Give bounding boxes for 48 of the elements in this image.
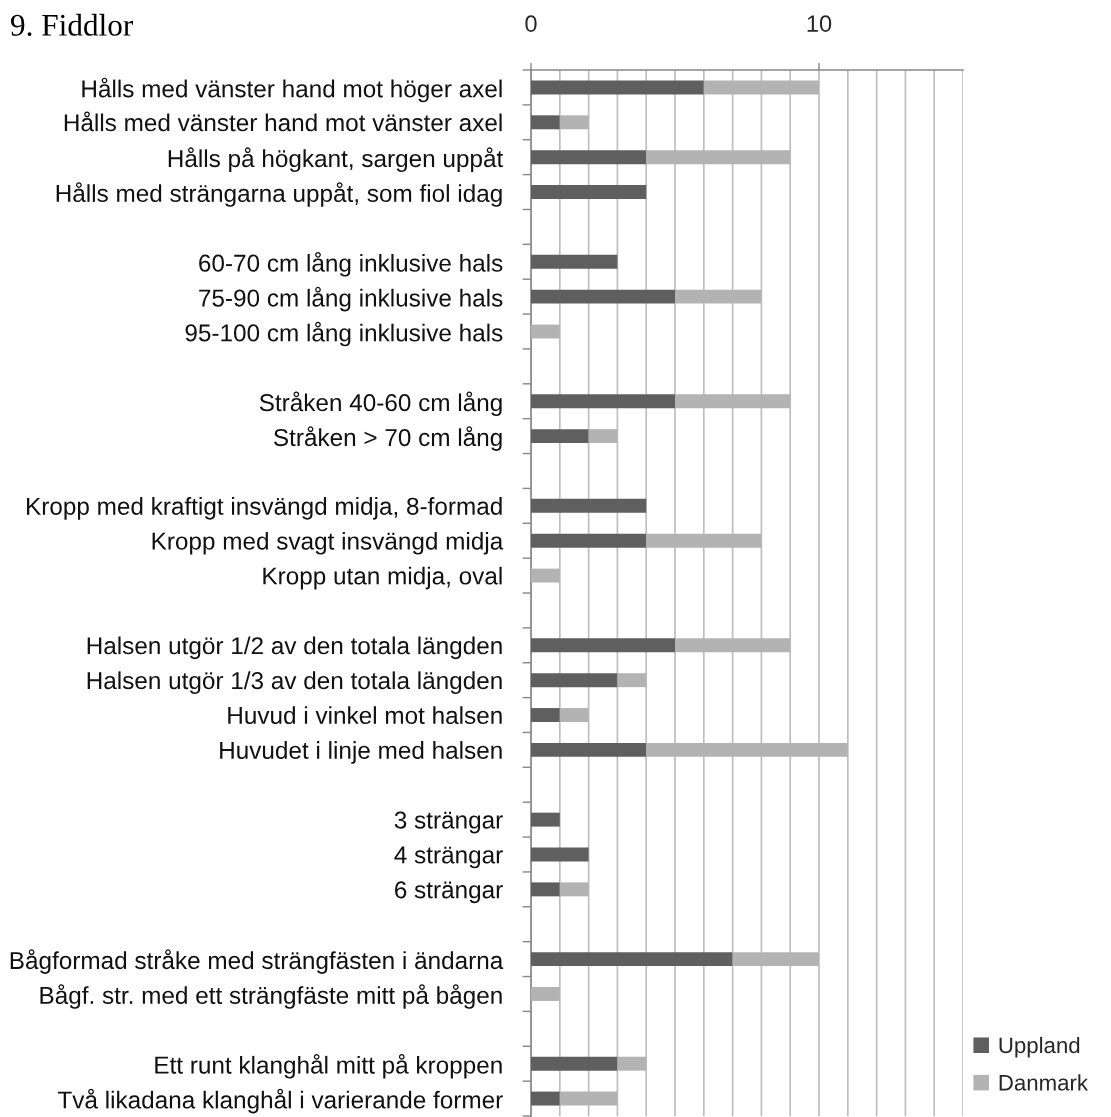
bar [531, 150, 647, 165]
bar [531, 185, 647, 200]
y-tick-label: 95-100 cm lång inklusive hals [185, 321, 503, 347]
y-tick-label: Stråken 40-60 cm lång [259, 391, 502, 417]
y-tick-label: Halsen utgör 1/2 av den totala längden [87, 636, 502, 660]
bar [531, 80, 704, 95]
legend-label: Danmark [999, 1074, 1089, 1091]
y-tick-label: Huvud i vinkel mot halsen [228, 706, 502, 725]
y-tick-label: Hålls med vänster hand mot höger axel [82, 77, 502, 103]
bar [531, 394, 675, 409]
text: 9. Fiddlor [11, 13, 133, 36]
y-tick-label: Hålls med vänster hand mot vänster axel [64, 111, 502, 132]
y-tick-label: 6 strängar [395, 881, 503, 904]
bar [531, 533, 647, 548]
bar [531, 882, 560, 897]
bar [531, 1056, 618, 1071]
bar [531, 289, 675, 304]
y-tick-label: Stråken > 70 cm lång [273, 426, 502, 451]
bar [531, 847, 589, 862]
y-tick-label: Bågf. str. med ett strängfäste mitt på bågen [40, 984, 502, 1009]
y-tick-label: Ett runt klanghål mitt på kroppen [155, 1053, 502, 1079]
y-tick-label: 4 strängar [394, 846, 503, 869]
bar [531, 742, 647, 757]
y-tick-label: Kropp med kraftigt insvängd midja, 8-formad [27, 497, 502, 520]
legend-label: Uppland [999, 1036, 1080, 1058]
y-tick-label: Bågformad stråke med strängfästen i ändarna [10, 949, 504, 974]
bar [531, 429, 589, 444]
y-tick-label: Kropp utan midja, oval [263, 566, 502, 590]
bar [531, 115, 560, 130]
y-tick-label: Huvudet i linje med halsen [220, 741, 502, 764]
x-tick-label: 10 [807, 15, 832, 32]
bar [531, 952, 733, 967]
x-tick-label: 0 [525, 15, 537, 32]
bar [531, 254, 618, 269]
y-tick-label: Kropp med svagt insvängd midja [152, 531, 504, 555]
bar [531, 812, 560, 827]
y-tick-label: Halsen utgör 1/3 av den totala längden [87, 671, 502, 695]
y-tick-label: Hålls med strängarna uppåt, som fiol idag [56, 182, 502, 207]
bar [531, 498, 647, 513]
y-tick-label: 3 strängar [394, 811, 503, 834]
y-tick-label: 60-70 cm lång inklusive hals [199, 251, 503, 277]
bar [531, 638, 675, 653]
y-tick-label: Hålls på högkant, sargen uppåt [168, 147, 504, 173]
bar [531, 673, 618, 688]
y-tick-label: 75-90 cm lång inklusive hals [199, 286, 503, 312]
bar [531, 1091, 560, 1106]
bar [531, 708, 560, 723]
y-tick-label: Två likadana klanghål i varierande former [57, 1088, 503, 1114]
